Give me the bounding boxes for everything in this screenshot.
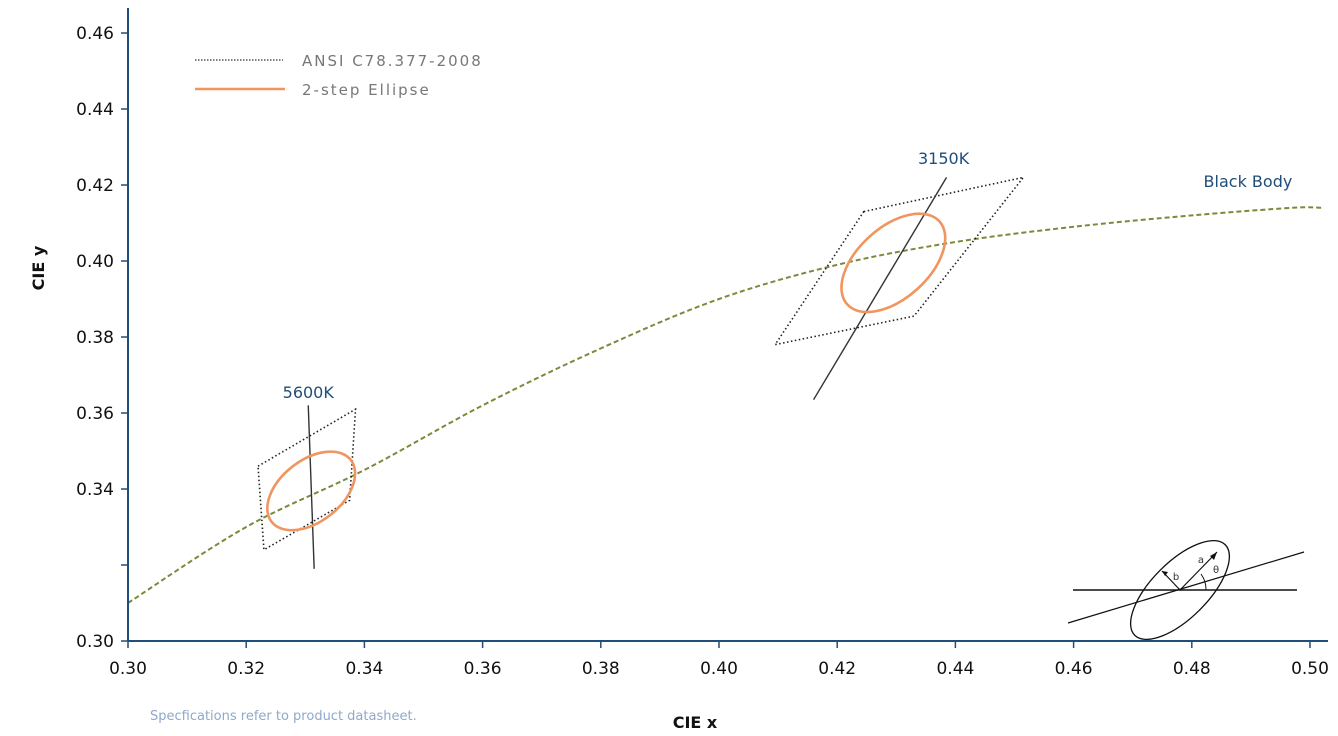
inset-label-theta: θ xyxy=(1213,565,1219,576)
inset-angle-arc xyxy=(1200,573,1207,591)
inset-major-arrowhead xyxy=(1210,552,1217,560)
isotherm-line-3150k xyxy=(812,177,948,401)
legend-ansi-label: ANSI C78.377-2008 xyxy=(302,52,483,70)
plot-area: 5600K 3150K Black Body xyxy=(127,149,1322,604)
inset-label-b: b xyxy=(1173,572,1179,583)
y-tick-label: 0.40 xyxy=(76,252,114,272)
ansi-quadrangle-3150k xyxy=(773,176,1026,346)
x-tick-label: 0.42 xyxy=(818,659,856,679)
annotation-5600k: 5600K xyxy=(283,383,335,402)
y-tick-label: 0.42 xyxy=(76,176,114,196)
black-body-curve xyxy=(127,206,1322,604)
legend: ANSI C78.377-2008 2-step Ellipse xyxy=(195,52,483,99)
inset-ellipse xyxy=(1129,539,1231,641)
isotherm-line-5600k xyxy=(307,405,315,569)
y-tick-label: 0.34 xyxy=(76,480,114,500)
x-axis-title: CIE x xyxy=(673,713,718,732)
inset-label-a: a xyxy=(1198,555,1204,566)
y-tick-label: 0.46 xyxy=(76,24,114,44)
ellipse-5600k xyxy=(266,450,357,532)
footnote: Specfications refer to product datasheet… xyxy=(150,709,417,724)
inset-diagram: b aθ xyxy=(1067,539,1305,641)
x-tick-label: 0.40 xyxy=(700,659,738,679)
annotation-black-body: Black Body xyxy=(1204,172,1293,191)
y-tick-label: 0.36 xyxy=(76,404,114,424)
x-tick-label: 0.50 xyxy=(1291,659,1329,679)
x-tick-label: 0.32 xyxy=(227,659,265,679)
y-tick-label: 0.44 xyxy=(76,100,114,120)
x-tick-label: 0.34 xyxy=(345,659,383,679)
y-tick-label: 0.30 xyxy=(76,632,114,652)
x-tick-label: 0.44 xyxy=(936,659,974,679)
ellipse-3150k xyxy=(840,212,947,314)
x-tick-label: 0.30 xyxy=(109,659,147,679)
inset-minor-arrowhead xyxy=(1162,571,1168,576)
x-tick-label: 0.46 xyxy=(1055,659,1093,679)
legend-ellipse-label: 2-step Ellipse xyxy=(302,81,431,99)
x-tick-label: 0.36 xyxy=(464,659,502,679)
inset-major-radius xyxy=(1179,551,1218,591)
axes: 0.30 0.32 0.34 0.36 0.38 0.40 0.42 0.44 0.46 0.48… xyxy=(29,8,1329,732)
annotation-3150k: 3150K xyxy=(918,149,970,168)
inset-tilted-line xyxy=(1067,551,1305,624)
y-axis-title: CIE y xyxy=(29,245,48,290)
y-tick-label: 0.38 xyxy=(76,328,114,348)
x-tick-label: 0.38 xyxy=(582,659,620,679)
x-tick-label: 0.48 xyxy=(1173,659,1211,679)
ansi-quadrangle-5600k xyxy=(257,407,357,552)
